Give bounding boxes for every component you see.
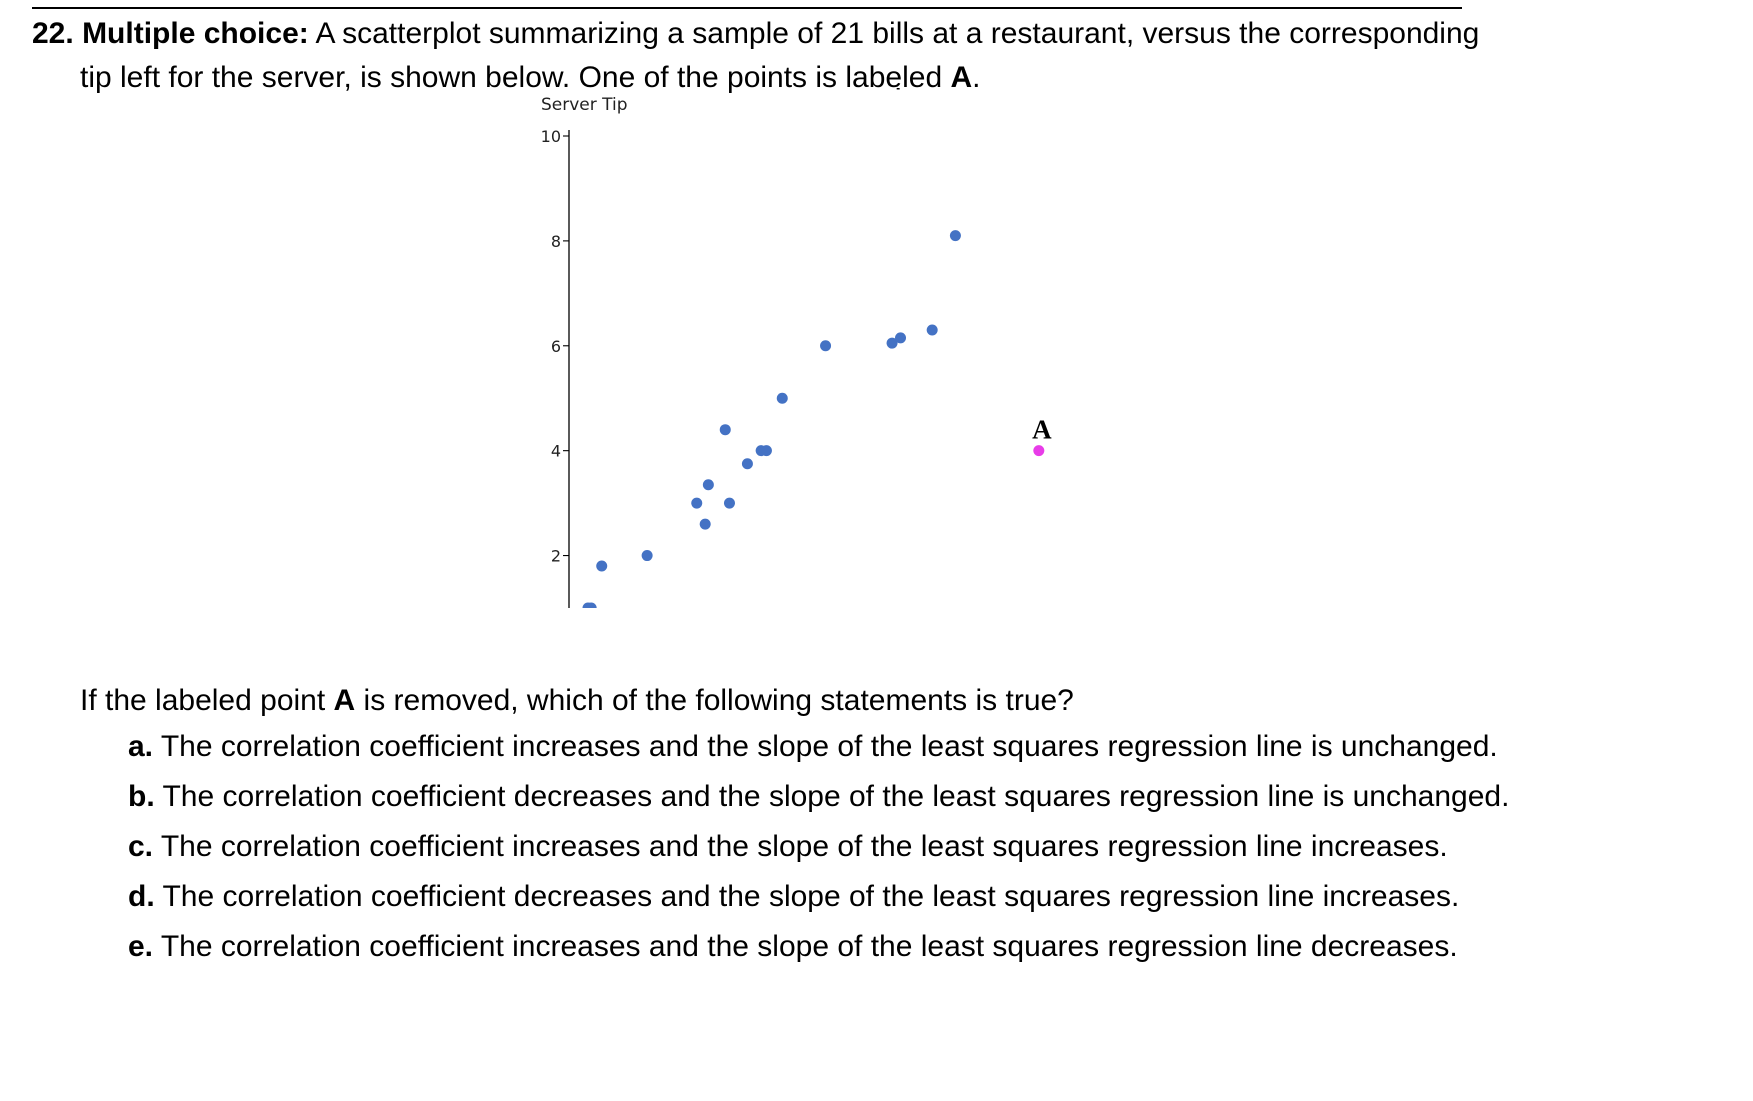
option-letter: a. — [128, 730, 154, 763]
option-text: The correlation coefficient increases an… — [160, 930, 1458, 963]
option-a[interactable]: a. The correlation coefficient increases… — [128, 722, 1688, 772]
data-point — [820, 340, 832, 352]
prompt-text-end: is removed, which of the following state… — [355, 684, 1074, 717]
data-point — [702, 479, 714, 491]
question-line-2-end: . — [972, 61, 981, 94]
point-label-ref: A — [950, 61, 973, 94]
data-point — [949, 230, 961, 242]
question-stem: 22. Multiple choice: A scatterplot summa… — [32, 12, 1492, 100]
data-point — [699, 518, 711, 530]
data-point — [585, 602, 597, 608]
y-tick-label: 6 — [551, 337, 561, 356]
scatterplot: Food Bill vs. TipServer Tip2468101020304… — [500, 88, 1060, 608]
question-prompt: If the labeled point A is removed, which… — [80, 681, 1074, 721]
option-text: The correlation coefficient decreases an… — [162, 880, 1460, 913]
option-letter: b. — [128, 780, 155, 813]
data-point — [723, 497, 735, 509]
option-letter: e. — [128, 930, 154, 963]
option-d[interactable]: d. The correlation coefficient decreases… — [128, 872, 1688, 922]
data-point — [926, 324, 938, 336]
option-letter: c. — [128, 830, 154, 863]
data-point — [719, 424, 731, 436]
y-tick-label: 10 — [541, 127, 561, 146]
answer-options: a. The correlation coefficient increases… — [128, 722, 1688, 972]
question-number: 22. — [32, 17, 74, 50]
highlight-point-label: A — [1032, 415, 1052, 445]
option-text: The correlation coefficient increases an… — [160, 830, 1448, 863]
question-type: Multiple choice: — [82, 17, 309, 50]
y-tick-label: 2 — [551, 547, 561, 566]
question-line-2: tip left for the server, is shown below.… — [32, 56, 1492, 100]
data-point — [641, 550, 653, 562]
data-point — [895, 332, 907, 344]
question-line-2-text: tip left for the server, is shown below.… — [80, 61, 951, 94]
prompt-label-ref: A — [333, 684, 356, 717]
y-tick-label: 4 — [551, 442, 561, 461]
y-axis-label: Server Tip — [541, 95, 628, 115]
highlight-point-a — [1033, 445, 1045, 457]
chart-title: Food Bill vs. Tip — [756, 88, 908, 91]
option-text: The correlation coefficient decreases an… — [162, 780, 1510, 813]
data-point — [886, 337, 898, 349]
data-point — [776, 392, 788, 404]
option-letter: d. — [128, 880, 155, 913]
question-line-1: A scatterplot summarizing a sample of 21… — [315, 17, 1480, 50]
top-rule — [32, 7, 1462, 9]
option-b[interactable]: b. The correlation coefficient decreases… — [128, 772, 1688, 822]
option-c[interactable]: c. The correlation coefficient increases… — [128, 822, 1688, 872]
data-point — [741, 458, 753, 470]
prompt-text: If the labeled point — [80, 684, 334, 717]
option-text: The correlation coefficient increases an… — [160, 730, 1498, 763]
data-point — [760, 445, 772, 457]
data-point — [596, 560, 608, 572]
data-point — [691, 497, 703, 509]
option-e[interactable]: e. The correlation coefficient increases… — [128, 922, 1688, 972]
y-tick-label: 8 — [551, 232, 561, 251]
scatterplot-svg: Food Bill vs. TipServer Tip2468101020304… — [541, 88, 1052, 608]
